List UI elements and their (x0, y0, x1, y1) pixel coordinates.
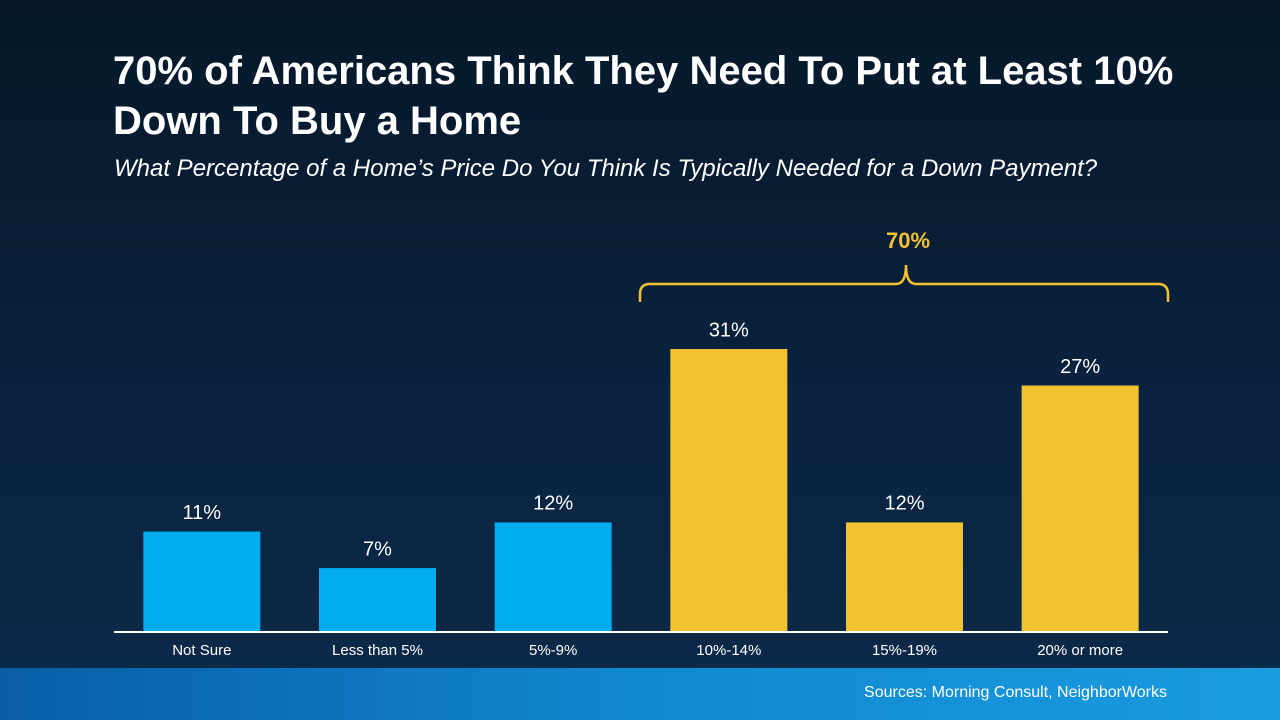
bar (1021, 385, 1139, 632)
source: Sources: Morning Consult, NeighborWorks (864, 684, 1167, 701)
bar (143, 531, 261, 632)
bracket (638, 264, 1170, 302)
bar (319, 568, 436, 632)
chart-subtitle: What Percentage of a Home’s Price Do You… (114, 155, 1098, 182)
value-label: 27% (1060, 356, 1100, 378)
bar (670, 348, 788, 632)
x-tick-label: 20% or more (1037, 642, 1123, 659)
chart: 70% 11% Not Sure 7% Less than 5% 12% 5%-9% 31%… (143, 227, 1170, 659)
footer: Sources: Morning Consult, NeighborWorks (0, 668, 1280, 720)
chart-title: 70% of Americans Think They Need To Put … (113, 49, 1174, 143)
value-label: 11% (183, 502, 222, 524)
x-tick-label: 15%-19% (872, 642, 937, 659)
bar (846, 522, 963, 632)
value-label: 7% (363, 538, 392, 560)
x-tick-label: 10%-14% (696, 642, 761, 659)
x-tick-label: Less than 5% (332, 642, 423, 659)
value-label: 12% (884, 493, 924, 515)
x-tick-label: 5%-9% (529, 642, 577, 659)
value-label: 31% (709, 319, 749, 341)
x-tick-label: Not Sure (172, 642, 231, 659)
value-label: 12% (533, 493, 573, 515)
bar (494, 522, 612, 632)
annotation: 70% (886, 228, 930, 253)
